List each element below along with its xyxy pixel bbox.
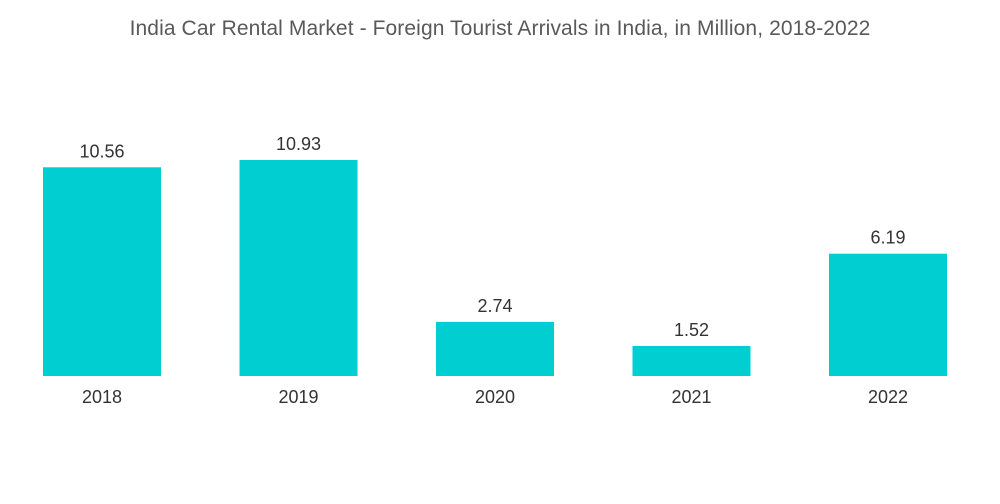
bar-2021 (632, 346, 751, 376)
value-labels-layer: 10.56 10.93 2.74 1.52 6.19 (79, 134, 905, 340)
value-label-2022: 6.19 (870, 228, 905, 248)
bar-2020 (436, 321, 554, 376)
value-label-2020: 2.74 (477, 296, 512, 316)
x-axis-ticks: 2018 2019 2020 2021 2022 (82, 387, 908, 407)
x-tick-label-2020: 2020 (475, 387, 515, 407)
x-tick-label-2019: 2019 (278, 387, 318, 407)
bar-2019 (239, 160, 358, 376)
value-label-2018: 10.56 (79, 141, 124, 161)
x-tick-label-2021: 2021 (671, 387, 711, 407)
value-label-2019: 10.93 (276, 134, 321, 154)
bars-layer (43, 160, 947, 376)
bar-2018 (43, 167, 161, 376)
chart-title: India Car Rental Market - Foreign Touris… (129, 17, 871, 40)
bar-2022 (829, 253, 947, 376)
x-tick-label-2022: 2022 (868, 387, 908, 407)
x-tick-label-2018: 2018 (82, 387, 122, 407)
value-label-2021: 1.52 (674, 320, 709, 340)
